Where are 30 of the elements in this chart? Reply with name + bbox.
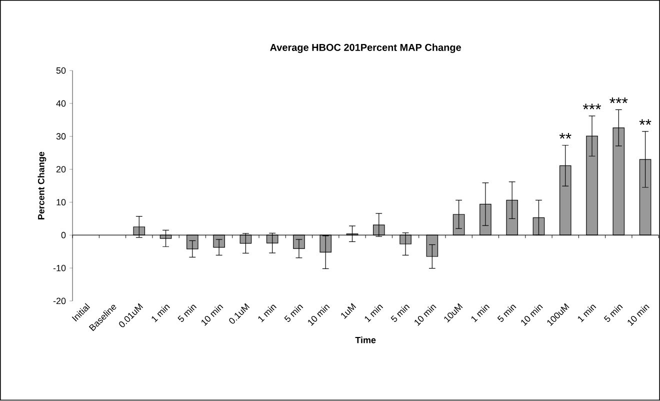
x-tick-label: 10 min	[202, 305, 224, 326]
x-tick-label: 5 min	[604, 305, 623, 322]
x-tick-label: 1 min	[258, 305, 277, 323]
annotation: **	[639, 119, 652, 126]
chart-title: Average HBOC 201Percent MAP Change	[270, 44, 461, 54]
y-tick-label: 40	[56, 100, 66, 107]
annotation: ***	[582, 104, 602, 110]
y-tick-label: 10	[56, 199, 66, 206]
x-tick-label: 10 min	[628, 305, 650, 326]
x-tick-label: 5 min	[178, 305, 197, 322]
y-tick-label: -20	[53, 298, 66, 304]
y-tick-label: 30	[56, 133, 66, 140]
x-tick-label: 1 min	[364, 305, 384, 323]
y-tick-label: 50	[56, 68, 66, 74]
y-tick-label: -10	[53, 265, 66, 272]
x-tick-label: 10 min	[308, 305, 330, 326]
x-tick-label: 1 min	[578, 305, 596, 323]
annotation: **	[559, 133, 572, 139]
x-axis-title: Time	[355, 336, 376, 344]
y-tick-label: 20	[56, 166, 66, 173]
annotation: ***	[610, 98, 628, 104]
y-axis-title: Percent Change	[38, 152, 46, 220]
x-tick-label: 10 min	[521, 305, 543, 326]
x-tick-label: 5 min	[284, 305, 304, 322]
x-tick-label: 5 min	[390, 305, 410, 322]
x-tick-label: 1 min	[152, 305, 170, 323]
x-tick-label: 10 min	[414, 305, 436, 326]
x-tick-label: 5 min	[497, 305, 516, 322]
x-tick-label: 1 min	[471, 305, 490, 323]
y-tick-label: 0	[61, 232, 66, 239]
